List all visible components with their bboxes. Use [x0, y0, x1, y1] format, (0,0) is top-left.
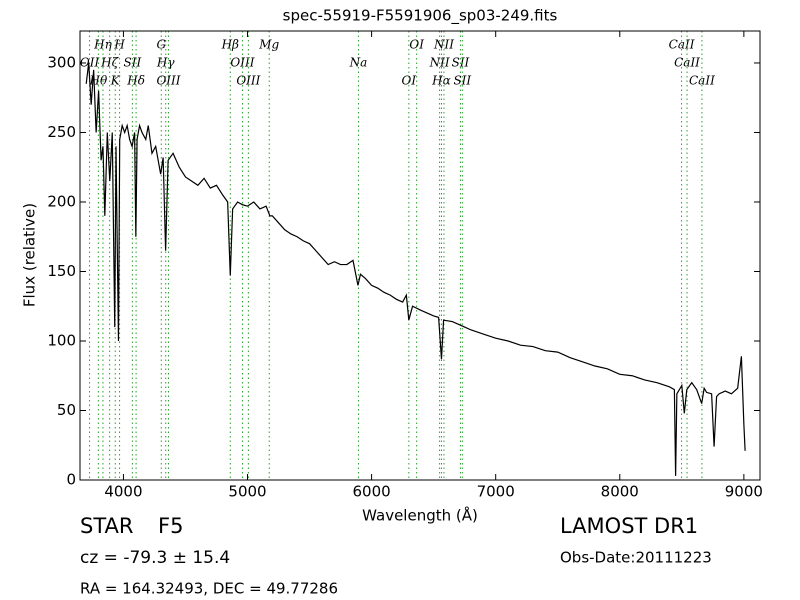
plot-frame	[79, 30, 761, 481]
spectrum-line	[85, 62, 746, 476]
line-label: Mg	[258, 38, 279, 52]
y-tick-label: 100	[47, 331, 76, 349]
line-label: OIII	[230, 56, 254, 70]
object-subclass: F5	[158, 514, 183, 538]
line-label: CaII	[669, 38, 695, 52]
line-label: OIII	[236, 74, 260, 88]
line-label: OI	[402, 74, 417, 88]
line-label: Hθ	[89, 74, 108, 88]
survey: LAMOST DR1	[560, 514, 698, 538]
line-label: SII	[453, 74, 471, 88]
x-tick-label: 7000	[477, 483, 515, 501]
y-tick-label: 300	[47, 53, 76, 71]
line-label: Hη	[93, 38, 112, 52]
y-tick-label: 150	[47, 262, 76, 280]
x-axis-label: Wavelength (Å)	[362, 506, 478, 525]
y-tick-label: 0	[66, 471, 76, 489]
line-label: Hδ	[126, 74, 145, 88]
line-label: Hγ	[156, 56, 175, 70]
line-label: SII	[452, 56, 470, 70]
line-label: CaII	[674, 56, 700, 70]
line-label: K	[110, 74, 121, 88]
line-label: H	[113, 38, 125, 52]
line-label: NII	[433, 38, 454, 52]
line-label: OIII	[156, 74, 180, 88]
line-label: Hα	[431, 74, 451, 88]
x-tick-label: 5000	[228, 483, 266, 501]
y-axis-label: Flux (relative)	[21, 203, 39, 307]
coordinates: RA = 164.32493, DEC = 49.77286	[80, 580, 338, 598]
x-tick-label: 6000	[353, 483, 391, 501]
y-tick-label: 200	[47, 192, 76, 210]
y-tick-label: 250	[47, 123, 76, 141]
object-class: STAR	[80, 514, 133, 538]
redshift: cz = -79.3 ± 15.4	[80, 548, 230, 568]
line-label: Hβ	[221, 38, 239, 52]
line-label: OI	[409, 38, 424, 52]
line-label: OII	[80, 56, 100, 70]
x-tick-label: 9000	[725, 483, 763, 501]
x-tick-label: 4000	[104, 483, 142, 501]
line-label: NII	[429, 56, 450, 70]
line-label: CaII	[689, 74, 715, 88]
line-label: Na	[349, 56, 368, 70]
x-tick-label: 8000	[601, 483, 639, 501]
y-tick-label: 50	[57, 401, 76, 419]
chart-title: spec-55919-F5591906_sp03-249.fits	[283, 7, 558, 26]
line-label: Hζ	[100, 56, 119, 70]
line-label: G	[156, 38, 166, 52]
obs-date: Obs-Date:20111223	[560, 549, 712, 567]
line-label: SII	[124, 56, 142, 70]
